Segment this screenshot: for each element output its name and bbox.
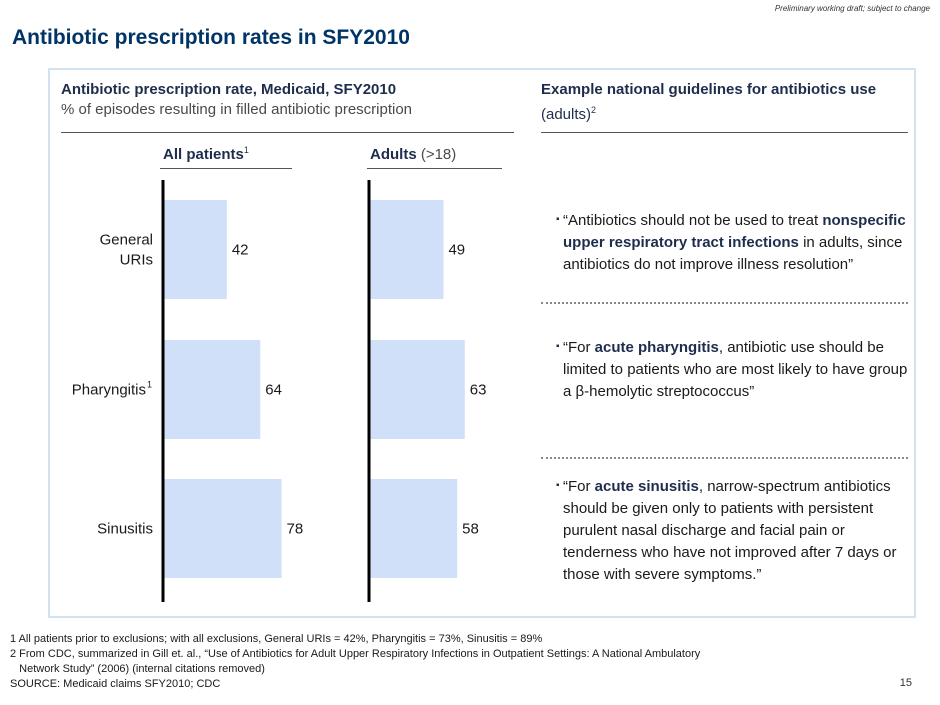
data-label: 58 (462, 521, 479, 538)
category-label: URIs (120, 252, 153, 269)
series-title-all-patients: All patients1 (163, 145, 249, 163)
data-label: 78 (287, 521, 304, 538)
guidelines-header: Example national guidelines for antibiot… (541, 80, 901, 125)
data-label: 49 (448, 242, 465, 259)
category-label: Sinusitis (97, 521, 153, 538)
guidelines-header-rule (541, 132, 908, 133)
content-frame (48, 68, 916, 618)
category-footnote-ref: 1 (147, 380, 152, 390)
guidelines-footnote-ref: 2 (591, 105, 597, 115)
bar (369, 200, 444, 299)
guideline-separator (541, 302, 908, 304)
bullet-icon: ▪ (556, 480, 560, 491)
data-label: 64 (265, 382, 282, 399)
draft-note: Preliminary working draft; subject to ch… (774, 4, 930, 13)
series-title-name: All patients (163, 146, 244, 163)
guideline-text-part: “For (563, 478, 595, 495)
guideline-highlight: acute pharyngitis (594, 339, 719, 356)
chart-subtitle: % of episodes resulting in filled antibi… (61, 101, 413, 118)
series-title-rule (160, 168, 292, 169)
series-title-name: Adults (370, 146, 417, 163)
series-title-adults: Adults (>18) (370, 145, 456, 163)
footnotes: 1 All patients prior to exclusions; with… (10, 632, 700, 692)
guideline-separator (541, 457, 908, 459)
chart-header: Antibiotic prescription rate, Medicaid, … (61, 80, 516, 120)
guideline-highlight: acute sinusitis (594, 478, 699, 495)
bar (369, 479, 458, 578)
guideline-text: “For acute pharyngitis, antibiotic use s… (563, 337, 913, 403)
bar (163, 340, 261, 439)
guideline-text-part: , antibiotic use should be limited to pa… (563, 339, 908, 400)
footnote-2-continued: Network Study” (2006) (internal citation… (10, 663, 265, 675)
footnote-2: 2 From CDC, summarized in Gill et. al., … (10, 648, 701, 660)
chart-title: Antibiotic prescription rate, Medicaid, … (61, 81, 397, 98)
data-label: 42 (232, 242, 249, 259)
guideline-text: “Antibiotics should not be used to treat… (563, 210, 913, 276)
series-title-footnote-ref: 1 (243, 145, 249, 155)
bar (369, 340, 465, 439)
guideline-highlight: nonspecific upper respiratory tract infe… (563, 212, 906, 251)
source-note: SOURCE: Medicaid claims SFY2010; CDC (10, 678, 221, 690)
guideline-text-part: “Antibiotics should not be used to treat (563, 212, 823, 229)
footnote-1: 1 All patients prior to exclusions; with… (10, 633, 543, 645)
bullet-icon: ▪ (556, 341, 560, 352)
bullet-icon: ▪ (556, 214, 560, 225)
page-title: Antibiotic prescription rates in SFY2010 (12, 26, 410, 49)
page-number: 15 (899, 677, 912, 689)
guideline-text-part: , narrow-spectrum antibiotics should be … (563, 478, 897, 583)
guidelines-title-qualifier: (adults) (541, 106, 592, 123)
bar (163, 479, 282, 578)
guideline-text-part: in adults, since antibiotics do not impr… (563, 234, 903, 273)
guidelines-title: Example national guidelines for antibiot… (541, 81, 877, 98)
data-label: 63 (470, 382, 487, 399)
series-title-rule (367, 168, 502, 169)
guideline-text-part: “For (563, 339, 595, 356)
guideline-text: “For acute sinusitis, narrow-spectrum an… (563, 476, 913, 586)
category-label: Pharyngitis (72, 382, 146, 399)
chart-header-rule (61, 132, 514, 133)
bar (163, 200, 227, 299)
series-title-qualifier: (>18) (416, 146, 457, 163)
category-label: General (100, 232, 153, 249)
